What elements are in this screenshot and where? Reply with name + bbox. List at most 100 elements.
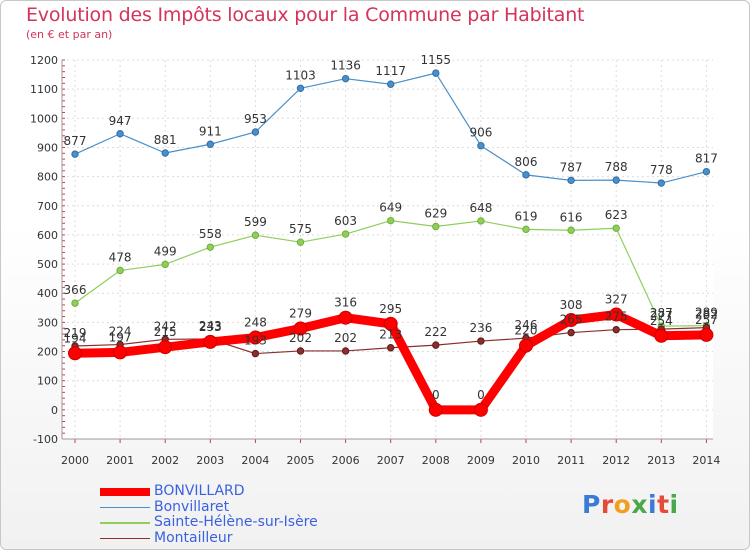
data-point-bonvillard [68,346,82,361]
y-tick-label: 800 [37,171,58,184]
data-label-montailleur: 282 [695,308,718,322]
data-label-montailleur: 277 [650,309,673,323]
data-point-sainte-helene [522,225,530,234]
data-point-sainte-helene [567,226,575,234]
data-label-montailleur: 222 [424,325,447,339]
data-point-bonvillaret [251,128,260,136]
data-point-bonvillaret [612,176,620,184]
data-point-sainte-helene [71,299,79,307]
data-label-bonvillaret: 947 [109,114,132,128]
data-label-bonvillaret: 1117 [375,64,406,78]
data-point-bonvillard [248,330,263,345]
data-label-bonvillard: 316 [334,296,357,310]
data-point-sainte-helene [477,217,485,225]
data-label-montailleur: 265 [560,313,583,327]
chart-title: Evolution des Impôts locaux pour la Comm… [26,4,585,26]
x-tick-label: 2009 [467,454,495,467]
data-label-montailleur: 275 [605,310,628,324]
data-label-bonvillaret: 788 [605,160,628,174]
data-point-bonvillard [473,402,488,417]
data-label-bonvillaret: 817 [695,152,718,166]
data-point-sainte-helene [251,231,260,239]
y-tick-label: 900 [37,141,58,154]
data-point-sainte-helene [612,224,620,232]
data-point-bonvillaret [702,167,711,176]
data-point-sainte-helene [161,260,169,269]
data-point-montailleur [341,347,350,355]
data-point-bonvillaret [206,140,215,148]
data-point-bonvillaret [522,171,530,179]
data-label-sainte-helene: 623 [605,208,628,222]
y-tick-label: 0 [51,404,58,417]
data-label-sainte-helene: 619 [515,209,538,223]
legend-label: Montailleur [154,529,233,546]
y-tick-label: 200 [37,346,58,359]
x-tick-label: 2011 [557,454,585,467]
legend-swatch [100,506,150,509]
y-tick-label: 500 [37,258,58,271]
data-label-bonvillard: 233 [199,320,222,334]
proxiti-logo: Proxiti [582,490,679,519]
data-point-sainte-helene [387,216,395,225]
data-point-bonvillaret [71,150,79,158]
data-label-montailleur: 242 [154,319,177,333]
data-label-bonvillard: 248 [244,316,267,330]
data-label-sainte-helene: 289 [695,306,718,320]
data-label-bonvillaret: 806 [515,155,538,169]
data-label-bonvillard: 0 [432,388,440,402]
x-tick-label: 2005 [287,454,315,467]
data-label-sainte-helene: 558 [199,227,222,241]
y-tick-label: 400 [37,287,58,300]
data-label-bonvillard: 308 [560,298,583,312]
x-tick-label: 2010 [512,454,540,467]
data-label-sainte-helene: 649 [379,201,402,215]
data-point-bonvillaret [477,142,485,150]
data-point-bonvillard [428,402,443,417]
data-point-bonvillard [293,321,308,336]
data-point-bonvillaret [432,69,440,77]
data-label-sainte-helene: 287 [650,306,673,320]
data-label-bonvillaret: 911 [199,124,222,138]
data-label-bonvillard: 197 [109,330,132,344]
data-label-montailleur: 202 [289,331,312,345]
data-label-montailleur: 243 [199,319,222,333]
data-point-bonvillaret [387,80,395,88]
y-tick-label: 700 [37,200,58,213]
x-tick-label: 2002 [151,454,179,467]
y-tick-label: 1200 [30,54,58,67]
data-label-bonvillaret: 1155 [421,53,452,67]
data-point-bonvillard [338,310,353,325]
data-label-bonvillaret: 1136 [330,59,361,73]
data-label-montailleur: 193 [244,334,267,348]
data-point-bonvillaret [161,149,169,157]
data-point-sainte-helene [206,243,215,251]
data-label-sainte-helene: 616 [560,210,583,224]
data-point-montailleur [296,347,305,355]
legend-label: Bonvillaret [154,498,230,515]
data-point-bonvillard [383,316,398,331]
data-point-montailleur [477,337,485,345]
data-point-sainte-helene [116,266,124,275]
x-tick-label: 2007 [377,454,405,467]
y-tick-label: 1000 [30,112,58,125]
data-label-bonvillaret: 877 [64,134,87,148]
data-point-montailleur [612,325,620,334]
x-tick-label: 2006 [332,454,360,467]
data-label-bonvillard: 254 [650,314,673,328]
data-label-sainte-helene: 499 [154,244,177,258]
data-point-bonvillard [519,338,533,353]
data-point-bonvillard [609,307,624,322]
data-label-bonvillard: 295 [379,302,402,316]
data-point-montailleur [251,349,260,358]
data-label-montailleur: 219 [64,326,87,340]
x-tick-label: 2013 [647,454,675,467]
data-point-bonvillard [113,345,128,360]
y-tick-label: 300 [37,316,58,329]
x-tick-label: 2004 [241,454,269,467]
data-point-bonvillard [564,313,579,328]
data-point-bonvillaret [296,84,305,92]
y-tick-label: 100 [37,375,58,388]
legend-swatch [100,537,150,540]
data-label-bonvillaret: 953 [244,112,267,126]
data-label-bonvillard: 279 [289,307,312,321]
